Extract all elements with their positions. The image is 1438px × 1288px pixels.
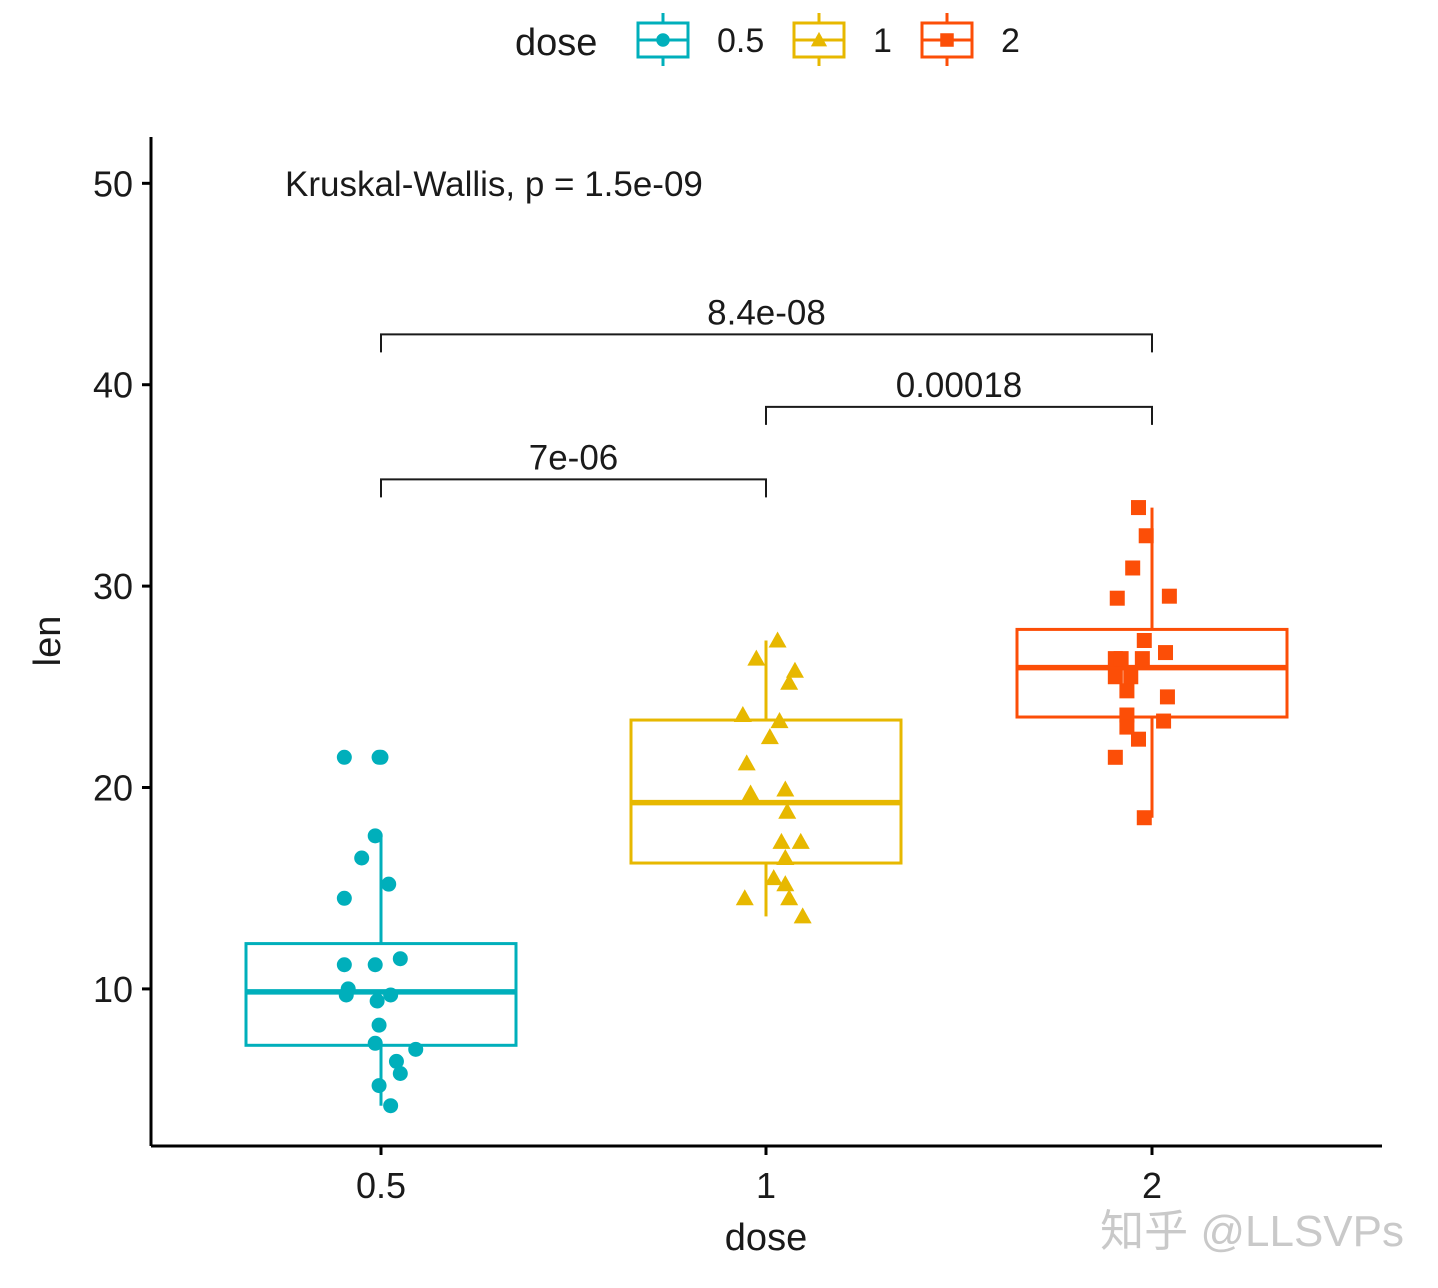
data-point	[373, 749, 389, 765]
box-iqr	[629, 718, 903, 865]
data-point	[367, 828, 383, 844]
data-point	[1119, 719, 1135, 735]
bracket-line	[380, 333, 1153, 353]
box-group-2	[1015, 500, 1289, 826]
data-point	[367, 957, 383, 973]
legend-title: dose	[515, 22, 597, 64]
y-tick-label: 10	[93, 969, 133, 1010]
data-point	[1107, 749, 1123, 765]
bracket-line	[380, 478, 767, 498]
data-point	[760, 728, 779, 745]
data-point	[381, 876, 397, 892]
data-point	[772, 832, 791, 849]
data-point	[764, 869, 783, 886]
data-point	[336, 890, 352, 906]
legend-label: 2	[1001, 22, 1020, 60]
legend-item-0-5: 0.5	[636, 13, 764, 66]
data-point	[1125, 560, 1141, 576]
box-group-0-5	[244, 749, 518, 1114]
data-point	[1138, 528, 1154, 544]
data-point	[371, 1078, 387, 1094]
comparison-bracket: 8.4e-08	[380, 293, 1153, 353]
legend-key-marker	[810, 31, 828, 47]
y-tick-label: 20	[93, 768, 133, 809]
data-point	[1107, 669, 1123, 685]
legend-label: 1	[873, 22, 892, 60]
y-tick-label: 40	[93, 365, 133, 406]
y-axis-title: len	[27, 616, 69, 667]
data-point	[735, 889, 754, 906]
plot-area	[244, 500, 1289, 1114]
data-point	[388, 1053, 404, 1069]
data-point	[778, 802, 797, 819]
data-point	[747, 649, 766, 666]
x-axis-title: dose	[725, 1217, 807, 1259]
bracket-line	[765, 405, 1153, 425]
data-point	[392, 1065, 408, 1081]
legend: dose 0.5 1 2	[515, 13, 1020, 66]
legend-item-1: 1	[792, 13, 892, 66]
data-point	[780, 889, 799, 906]
comparison-bracket: 0.00018	[765, 366, 1153, 425]
data-point	[1159, 689, 1175, 705]
data-point	[408, 1041, 424, 1057]
box-group-1	[629, 631, 903, 924]
data-point	[733, 706, 752, 723]
legend-key-marker	[656, 33, 670, 47]
data-point	[1109, 590, 1125, 606]
data-point	[791, 832, 810, 849]
data-point	[369, 993, 385, 1009]
data-point	[780, 673, 799, 690]
data-point	[1158, 645, 1174, 661]
data-point	[770, 712, 789, 729]
p-value-label: 0.00018	[896, 366, 1023, 405]
p-value-label: 8.4e-08	[707, 293, 826, 332]
data-point	[737, 754, 756, 771]
p-value-label: 7e-06	[529, 438, 619, 477]
data-point	[776, 849, 795, 866]
data-point	[383, 987, 399, 1003]
axes: dose len 10 20 30 40 50 0.5 1 2	[27, 137, 1382, 1259]
data-point	[338, 987, 354, 1003]
data-point	[776, 780, 795, 797]
annotations: Kruskal-Wallis, p = 1.5e-09 7e-06 0.00018…	[285, 165, 1153, 498]
data-point	[354, 850, 370, 866]
kruskal-wallis-label: Kruskal-Wallis, p = 1.5e-09	[285, 165, 703, 204]
data-point	[1119, 707, 1135, 723]
x-tick-label: 2	[1142, 1165, 1162, 1206]
data-point	[336, 749, 352, 765]
box-iqr	[1015, 627, 1289, 719]
legend-label: 0.5	[717, 22, 764, 60]
y-tick-label: 50	[93, 163, 133, 204]
x-tick-label: 1	[756, 1165, 776, 1206]
data-point	[367, 1035, 383, 1051]
data-point	[793, 907, 812, 924]
data-point	[768, 631, 787, 648]
data-point	[785, 661, 804, 678]
x-tick-label: 0.5	[356, 1165, 406, 1206]
data-point	[776, 875, 795, 892]
legend-key-marker	[940, 33, 954, 47]
data-point	[1161, 588, 1177, 604]
data-point	[392, 951, 408, 967]
data-point	[1113, 651, 1129, 667]
data-point	[1130, 500, 1146, 516]
data-point	[1136, 810, 1152, 826]
data-point	[1119, 683, 1135, 699]
data-point	[383, 1098, 399, 1114]
comparison-bracket: 7e-06	[380, 438, 767, 498]
data-point	[1156, 713, 1172, 729]
data-point	[1134, 651, 1150, 667]
y-tick-label: 30	[93, 566, 133, 607]
data-point	[1123, 669, 1139, 685]
data-point	[741, 784, 760, 801]
data-point	[1130, 731, 1146, 747]
watermark: 知乎 @LLSVPs	[1100, 1207, 1404, 1256]
data-point	[1136, 632, 1152, 648]
legend-item-2: 2	[920, 13, 1020, 66]
data-point	[371, 1017, 387, 1033]
data-point	[336, 957, 352, 973]
